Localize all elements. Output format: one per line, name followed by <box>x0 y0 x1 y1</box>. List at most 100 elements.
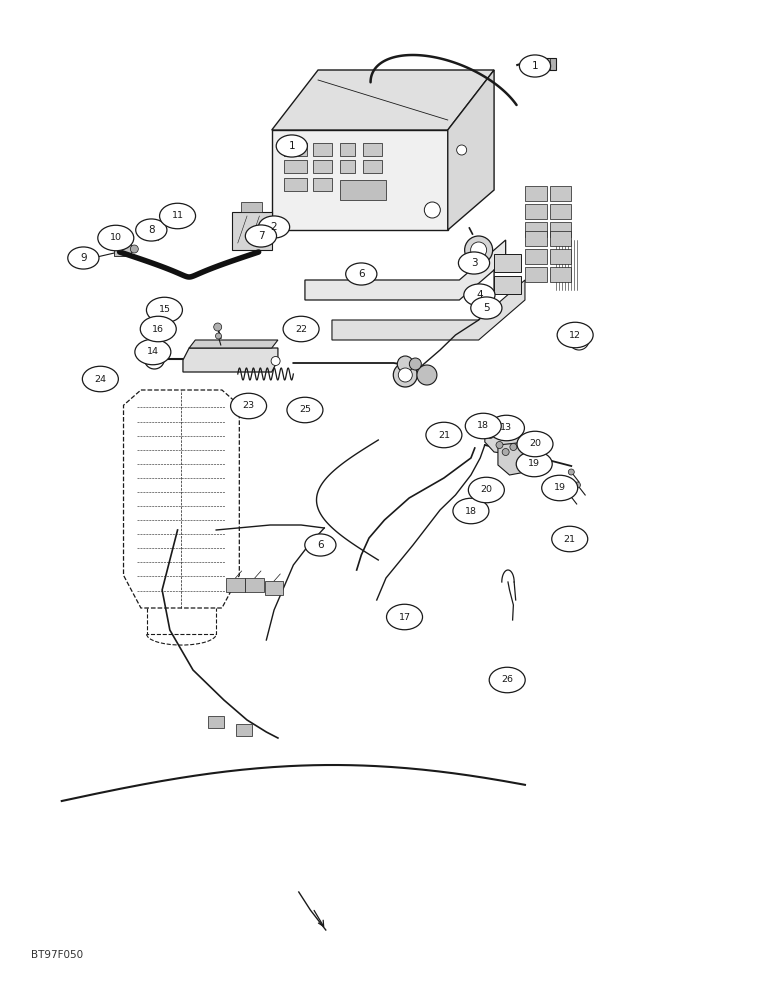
Ellipse shape <box>516 451 552 477</box>
Bar <box>340 143 355 156</box>
Ellipse shape <box>542 475 577 501</box>
Bar <box>313 160 332 173</box>
Text: 9: 9 <box>80 253 86 263</box>
Bar <box>313 143 332 156</box>
Text: 14: 14 <box>147 348 159 357</box>
Polygon shape <box>183 348 278 372</box>
Text: 23: 23 <box>242 401 255 410</box>
Text: 21: 21 <box>438 430 450 440</box>
Text: 11: 11 <box>171 212 184 221</box>
Circle shape <box>465 236 493 264</box>
Bar <box>550 204 571 219</box>
Ellipse shape <box>346 263 377 285</box>
Circle shape <box>569 330 589 350</box>
Circle shape <box>457 145 466 155</box>
Ellipse shape <box>136 219 167 241</box>
Circle shape <box>150 354 159 364</box>
Circle shape <box>568 469 574 475</box>
Text: 21: 21 <box>564 534 576 544</box>
Text: 25: 25 <box>299 406 311 414</box>
Bar <box>494 254 521 272</box>
Text: 2: 2 <box>271 222 277 232</box>
Bar <box>284 143 307 156</box>
Bar <box>550 231 571 246</box>
Circle shape <box>393 363 418 387</box>
Bar <box>85 253 97 262</box>
Bar <box>232 212 272 250</box>
Bar <box>537 58 556 70</box>
Bar <box>494 276 521 294</box>
Circle shape <box>417 365 437 385</box>
Bar <box>525 186 547 201</box>
Ellipse shape <box>520 55 550 77</box>
Ellipse shape <box>141 316 176 342</box>
Ellipse shape <box>83 366 118 392</box>
Circle shape <box>174 216 182 224</box>
Bar <box>363 143 382 156</box>
Polygon shape <box>305 240 506 300</box>
Polygon shape <box>332 280 525 340</box>
Text: 20: 20 <box>529 440 541 448</box>
Bar <box>363 160 382 173</box>
Text: 19: 19 <box>528 460 540 468</box>
Ellipse shape <box>245 225 276 247</box>
Circle shape <box>566 491 572 497</box>
Circle shape <box>215 333 222 339</box>
Bar <box>525 222 547 237</box>
Text: 18: 18 <box>477 422 489 430</box>
Text: 24: 24 <box>94 374 107 383</box>
Text: 15: 15 <box>158 306 171 314</box>
Circle shape <box>510 444 517 450</box>
Text: 19: 19 <box>554 484 566 492</box>
Text: 1: 1 <box>289 141 295 151</box>
Bar <box>525 204 547 219</box>
Ellipse shape <box>259 216 290 238</box>
Circle shape <box>149 227 157 235</box>
Circle shape <box>398 356 413 372</box>
Bar <box>226 578 245 592</box>
Ellipse shape <box>453 498 489 524</box>
Text: 6: 6 <box>358 269 364 279</box>
Ellipse shape <box>387 604 422 630</box>
Ellipse shape <box>489 667 525 693</box>
Bar <box>550 249 571 264</box>
Ellipse shape <box>489 415 524 441</box>
Bar <box>265 581 283 595</box>
Ellipse shape <box>283 316 319 342</box>
Circle shape <box>502 448 510 456</box>
Polygon shape <box>189 340 278 348</box>
Bar <box>340 160 355 173</box>
Ellipse shape <box>276 135 307 157</box>
Ellipse shape <box>469 477 504 503</box>
Ellipse shape <box>160 203 195 229</box>
Text: 1: 1 <box>532 61 538 71</box>
Polygon shape <box>485 422 523 455</box>
Ellipse shape <box>557 322 593 348</box>
Circle shape <box>425 202 440 218</box>
Ellipse shape <box>426 422 462 448</box>
Circle shape <box>409 358 422 370</box>
Text: 20: 20 <box>480 486 493 494</box>
Text: BT97F050: BT97F050 <box>31 950 83 960</box>
Ellipse shape <box>459 252 489 274</box>
Bar <box>241 202 262 212</box>
Circle shape <box>574 482 581 488</box>
Text: 17: 17 <box>398 612 411 621</box>
Bar <box>550 222 571 237</box>
Text: 10: 10 <box>110 233 122 242</box>
Circle shape <box>486 432 494 438</box>
Polygon shape <box>272 130 448 230</box>
Circle shape <box>130 245 138 253</box>
Ellipse shape <box>147 297 182 323</box>
Text: 12: 12 <box>569 330 581 340</box>
Text: 3: 3 <box>471 258 477 268</box>
Ellipse shape <box>68 247 99 269</box>
Bar <box>245 578 264 592</box>
Bar <box>525 267 547 282</box>
Ellipse shape <box>552 526 587 552</box>
Ellipse shape <box>98 225 134 251</box>
Text: 26: 26 <box>501 676 513 684</box>
Text: 6: 6 <box>317 540 323 550</box>
Polygon shape <box>272 70 494 130</box>
Text: 7: 7 <box>258 231 264 241</box>
